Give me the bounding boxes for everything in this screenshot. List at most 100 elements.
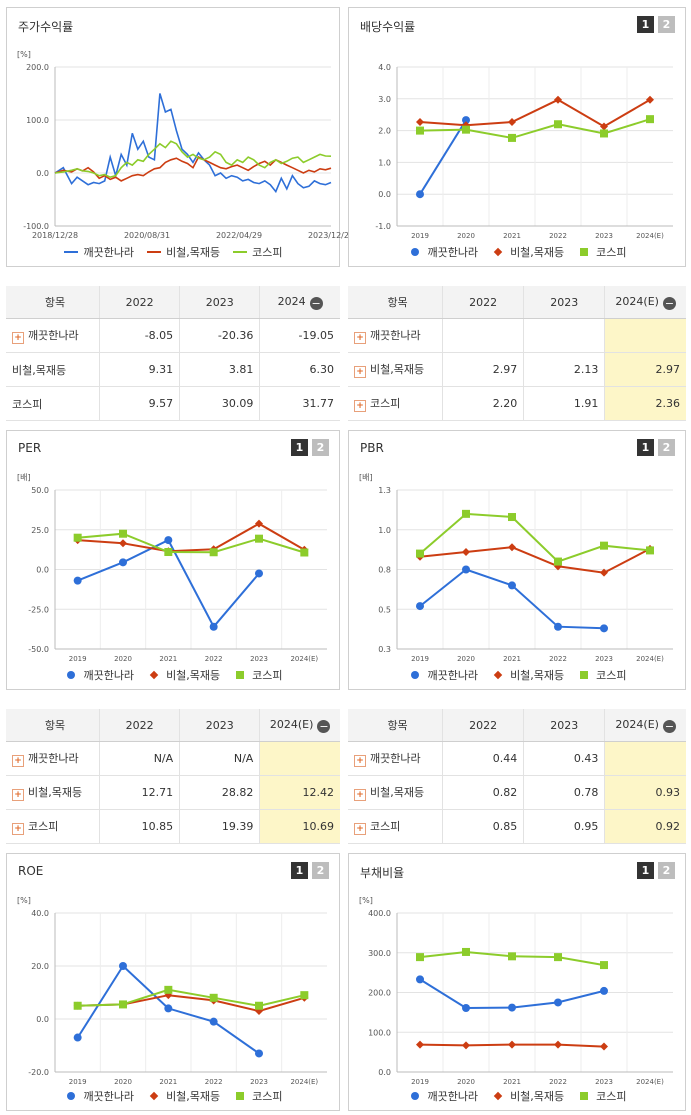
row-label[interactable]: + 코스피: [6, 809, 101, 844]
header-text: 2023: [550, 718, 579, 732]
legend-label: 코스피: [596, 246, 627, 259]
legend-label: 깨끗한나라: [83, 669, 135, 682]
cell-value: 0.95: [523, 809, 606, 844]
chart-toggle-1-button[interactable]: 1: [637, 862, 654, 879]
header-text: 2022: [469, 295, 498, 309]
collapse-icon[interactable]: −: [317, 719, 331, 733]
header-year: 2023: [523, 709, 606, 742]
table-row: + 코스피 2.20 1.91 2.36: [348, 386, 686, 421]
header-text: 2022: [469, 718, 498, 732]
data-point: [554, 557, 562, 566]
series: [416, 115, 654, 142]
header-year: 2023: [179, 709, 261, 742]
expand-icon[interactable]: +: [354, 400, 366, 412]
row-label[interactable]: + 비철,목재등: [6, 775, 101, 810]
data-point: [462, 565, 470, 574]
series-line: [419, 118, 651, 139]
row-label[interactable]: + 비철,목재등: [348, 775, 444, 810]
expand-icon[interactable]: +: [12, 755, 24, 767]
chart-legend: 깨끗한나라 비철,목재등 코스피: [349, 244, 685, 260]
row-label-text: 비철,목재등: [12, 363, 67, 377]
line-chart: 4.0 3.0 2.0 1.0 0.0 -1.0 2019 2020 2021 2022 2023 2…: [375, 63, 673, 240]
row-label[interactable]: + 깨끗한나라: [6, 741, 101, 776]
series-line: [419, 568, 605, 630]
table-header-row: 항목 2022 2023 2024−: [6, 286, 340, 319]
legend-label: 깨끗한나라: [427, 669, 479, 682]
expand-icon[interactable]: +: [12, 823, 24, 835]
y-tick-label: 3.0: [378, 95, 391, 104]
pbr-panel: [배] 1.3 1.0 0.8 0.5 0.3 2019 2020 2021 2022 2023 20…: [348, 430, 686, 690]
x-tick-label: 2023: [595, 232, 613, 240]
data-point: [600, 1042, 608, 1051]
data-point: [209, 1017, 218, 1026]
legend-item: 깨끗한나라: [407, 1088, 478, 1104]
row-label[interactable]: + 비철,목재등: [348, 352, 444, 387]
chart-toggle-1-button[interactable]: 1: [291, 862, 308, 879]
chart-toggle-2-button[interactable]: 2: [312, 862, 329, 879]
chart-toggle-2-button[interactable]: 2: [658, 16, 675, 33]
expand-icon[interactable]: +: [354, 789, 366, 801]
expand-icon[interactable]: +: [354, 823, 366, 835]
chart-toggle-2-button[interactable]: 2: [658, 439, 675, 456]
series-line: [419, 546, 651, 574]
collapse-icon[interactable]: −: [309, 296, 323, 310]
row-label[interactable]: + 코스피: [348, 386, 444, 421]
data-point: [416, 118, 424, 127]
chart-toggle-1-button[interactable]: 1: [637, 439, 654, 456]
y-tick-label: 20.0: [31, 962, 49, 971]
chart-legend: 깨끗한나라 비철,목재등 코스피: [7, 1088, 339, 1104]
legend-swatch: [407, 670, 423, 680]
y-tick-label: -1.0: [375, 222, 391, 231]
x-tick-label: 2019: [411, 232, 429, 240]
cell-value: N/A: [99, 741, 181, 776]
legend-swatch: [576, 670, 592, 680]
row-label-text: 비철,목재등: [370, 786, 425, 799]
row-label[interactable]: + 코스피: [348, 809, 444, 844]
x-tick-label: 2019: [69, 655, 87, 663]
table-row: + 코스피 0.85 0.95 0.92: [348, 809, 686, 844]
x-tick-label: 2019: [69, 1078, 87, 1086]
row-label: 코스피: [6, 386, 101, 421]
data-point: [508, 952, 516, 961]
stock-return-panel: [%] 200.0 100.0 0.0 -100.0 2018/12/28 2020/08/…: [6, 7, 354, 267]
data-point: [508, 1040, 516, 1049]
data-point: [300, 991, 309, 1000]
data-point: [73, 1033, 82, 1042]
collapse-icon[interactable]: −: [662, 296, 676, 310]
row-label[interactable]: + 깨끗한나라: [348, 318, 444, 353]
chart-toggle-1-button[interactable]: 1: [637, 16, 654, 33]
stock-return-table: 항목 2022 2023 2024− + 깨끗한나라 -8.05 -20.36 -19.05 비철…: [6, 286, 340, 421]
row-label[interactable]: + 깨끗한나라: [6, 318, 101, 353]
expand-icon[interactable]: +: [12, 332, 24, 344]
legend-item: 깨끗한나라: [407, 667, 478, 683]
series: [416, 975, 608, 1013]
series-line: [419, 98, 651, 128]
series-line: [54, 156, 332, 182]
y-unit-label: [%]: [359, 896, 373, 905]
chart-toggle-2-button[interactable]: 2: [658, 862, 675, 879]
y-tick-label: 200.0: [368, 989, 391, 998]
expand-icon[interactable]: +: [12, 789, 24, 801]
x-tick-label: 2022: [549, 232, 567, 240]
chart-toggle-2-button[interactable]: 2: [312, 439, 329, 456]
series: [73, 962, 263, 1058]
table-row: + 깨끗한나라: [348, 318, 686, 353]
y-tick-label: 400.0: [368, 909, 391, 918]
cell-value: 1.91: [523, 386, 606, 421]
row-label-text: 깨끗한나라: [370, 752, 421, 765]
chart-toggle-1-button[interactable]: 1: [291, 439, 308, 456]
x-tick-label: 2022: [549, 1078, 567, 1086]
expand-icon[interactable]: +: [354, 755, 366, 767]
header-text: 항목: [387, 296, 408, 309]
y-tick-label: 0.0: [36, 566, 49, 575]
expand-icon[interactable]: +: [354, 366, 366, 378]
collapse-icon[interactable]: −: [662, 719, 676, 733]
y-tick-label: 2.0: [378, 127, 391, 136]
row-label[interactable]: + 깨끗한나라: [348, 741, 444, 776]
y-tick-label: 300.0: [368, 949, 391, 958]
header-item: 항목: [348, 286, 444, 319]
expand-icon[interactable]: +: [354, 332, 366, 344]
series: [54, 93, 332, 194]
